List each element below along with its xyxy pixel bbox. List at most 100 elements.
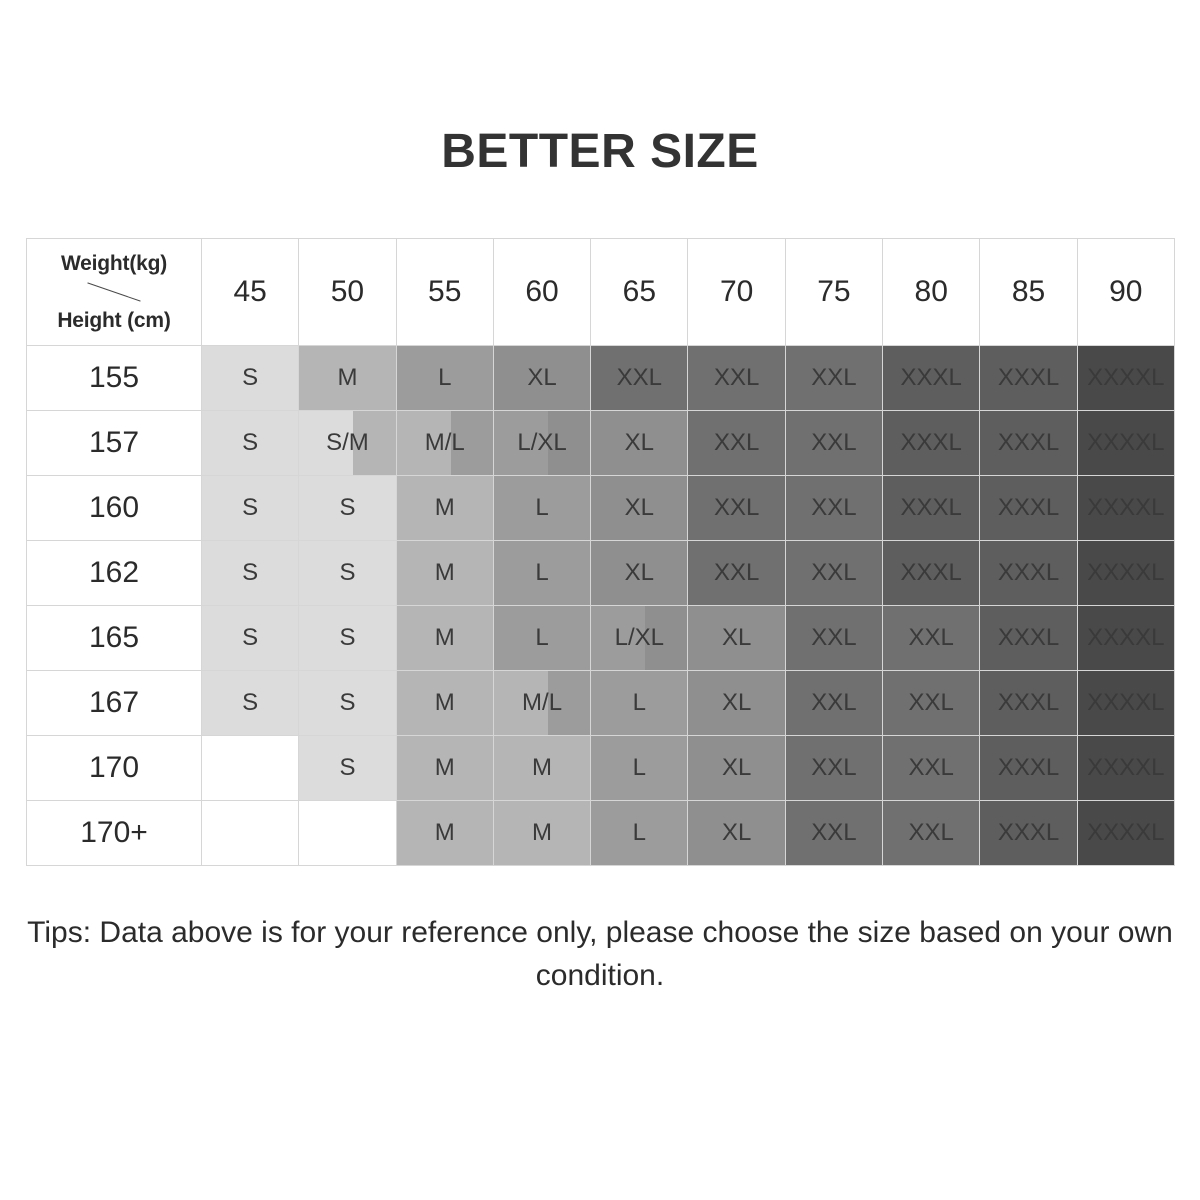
size-cell[interactable]: XXXL [979,410,1078,476]
size-cell[interactable]: L [590,735,689,801]
size-cell[interactable]: XXL [784,475,884,541]
size-cell[interactable]: XL [687,800,786,866]
size-cell[interactable]: XXL [784,800,884,866]
size-cell[interactable]: XXXXL [1076,735,1175,801]
size-cell[interactable]: XXXL [979,800,1078,866]
size-cell[interactable]: S [298,605,397,671]
size-cell[interactable]: XXXXL [1076,410,1175,476]
size-cell[interactable]: XL [590,410,689,476]
size-cell[interactable]: S [200,540,300,606]
size-cell[interactable]: M [395,605,494,671]
size-cell[interactable]: L [492,605,592,671]
size-cell-label: XL [721,819,752,846]
size-cell[interactable]: XXXL [979,735,1078,801]
size-cell-label: M [434,494,455,521]
weight-axis-label: Weight(kg) [60,252,168,275]
size-cell[interactable]: XXL [784,540,884,606]
size-cell[interactable]: XL [687,605,786,671]
size-cell[interactable]: XXXL [882,345,981,411]
size-cell[interactable]: M [395,670,494,736]
size-cell[interactable]: XXXXL [1076,540,1175,606]
size-cell[interactable]: XL [590,475,689,541]
size-cell[interactable]: XXXL [979,345,1078,411]
size-cell[interactable]: S [200,605,300,671]
size-cell[interactable]: XXXXL [1076,475,1175,541]
weight-column-header: 75 [784,238,884,346]
size-cell[interactable]: M [298,345,397,411]
size-cell[interactable]: XXL [784,735,884,801]
size-cell[interactable]: XXL [784,670,884,736]
size-cell[interactable]: S [298,735,397,801]
size-cell[interactable]: S/M [298,410,397,476]
weight-column-header: 65 [590,238,689,346]
size-cell[interactable]: XXL [784,345,884,411]
size-cell-label: L [535,624,549,651]
size-cell[interactable]: XXL [882,605,981,671]
size-cell-label: XXL [713,364,760,391]
size-cell[interactable]: XXXL [882,475,981,541]
size-cell[interactable]: S [298,670,397,736]
size-cell[interactable]: M [395,735,494,801]
size-cell[interactable] [200,800,300,866]
size-cell-label: S [242,494,259,521]
size-cell[interactable]: M [395,540,494,606]
size-cell[interactable]: XXL [882,670,981,736]
size-cell[interactable]: XXL [590,345,689,411]
size-cell-label: S [339,689,356,716]
size-cell[interactable]: XXL [882,735,981,801]
size-cell[interactable]: XXXL [979,540,1078,606]
size-cell[interactable]: XL [590,540,689,606]
size-cell[interactable]: L [492,475,592,541]
size-cell[interactable]: L [590,670,689,736]
size-cell[interactable]: XXXL [979,475,1078,541]
size-cell[interactable]: XXL [687,540,786,606]
size-cell[interactable]: XXL [687,475,786,541]
size-cell-label: XXXL [997,494,1060,521]
size-cell[interactable]: XL [687,670,786,736]
size-cell[interactable]: XXXXL [1076,345,1175,411]
size-cell[interactable]: L [492,540,592,606]
size-cell[interactable]: XXXL [882,540,981,606]
size-cell[interactable] [200,735,300,801]
size-cell[interactable]: XXXL [882,410,981,476]
table-row: 157 S S/M M/L L/XL XL XXL XXL XXXL XXXL XXXXL [26,410,1175,476]
size-cell[interactable]: M/L [395,410,494,476]
size-cell-label: L/XL [614,624,665,651]
size-cell-shade-right [645,606,687,670]
size-cell[interactable]: L [590,800,689,866]
size-cell-label: XXXL [997,364,1060,391]
size-cell[interactable] [298,800,397,866]
size-cell[interactable]: S [200,670,300,736]
size-cell[interactable]: XXXXL [1076,605,1175,671]
size-cell[interactable]: XXXL [979,605,1078,671]
size-cell[interactable]: S [200,410,300,476]
weight-column-header: 55 [395,238,494,346]
size-cell[interactable]: L/XL [590,605,689,671]
size-cell[interactable]: XXL [687,345,786,411]
size-cell[interactable]: S [200,475,300,541]
size-cell[interactable]: M/L [492,670,592,736]
size-cell[interactable]: XXXXL [1076,800,1175,866]
size-cell-label: S [242,559,259,586]
size-cell[interactable]: M [492,800,592,866]
table-body: Weight(kg) Height (cm) 45 50 55 60 65 70 75 80 8… [26,238,1175,866]
size-cell[interactable]: S [298,475,397,541]
size-cell[interactable]: L/XL [492,410,592,476]
height-row-header: 160 [26,475,202,541]
size-cell[interactable]: XL [492,345,592,411]
size-cell[interactable]: XXXXL [1076,670,1175,736]
size-cell[interactable]: XXL [687,410,786,476]
size-cell[interactable]: L [395,345,494,411]
size-cell-label: XL [624,494,655,521]
size-cell[interactable]: M [492,735,592,801]
size-cell[interactable]: XXXL [979,670,1078,736]
size-cell[interactable]: XXL [882,800,981,866]
size-cell[interactable]: XXL [784,410,884,476]
size-cell[interactable]: XXL [784,605,884,671]
size-cell[interactable]: M [395,800,494,866]
size-cell[interactable]: S [298,540,397,606]
size-cell[interactable]: XL [687,735,786,801]
size-cell[interactable]: M [395,475,494,541]
height-row-header: 157 [26,410,202,476]
size-cell[interactable]: S [200,345,300,411]
